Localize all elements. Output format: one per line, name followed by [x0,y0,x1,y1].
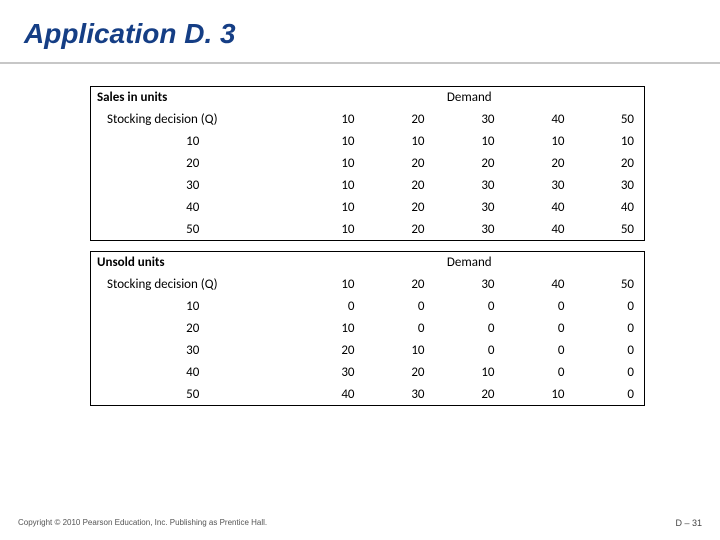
t2-ch-2: 30 [435,274,505,296]
t1-ch-1: 20 [365,109,435,131]
t1-c: 30 [435,197,505,219]
t1-corner-label: Sales in units [91,87,295,109]
table-row: 50 40 30 20 10 0 [91,384,645,406]
table-row: 40 30 20 10 0 0 [91,362,645,384]
t1-ch-4: 50 [575,109,645,131]
t2-corner-label: Unsold units [91,252,295,274]
t1-c: 20 [435,153,505,175]
table-row: 50 10 20 30 40 50 [91,219,645,241]
sales-table: Sales in units Demand Stocking decision … [90,86,645,241]
t2-c: 40 [295,384,365,406]
t2-c: 0 [575,318,645,340]
t1-c: 10 [435,131,505,153]
t1-rl-2: 30 [91,175,295,197]
t2-c: 20 [295,340,365,362]
t1-c: 10 [295,153,365,175]
content-area: Sales in units Demand Stocking decision … [0,64,720,406]
t2-c: 0 [575,384,645,406]
t2-c: 10 [505,384,575,406]
page-number: D – 31 [675,518,702,528]
t1-c: 10 [295,131,365,153]
t2-c: 0 [505,318,575,340]
t2-c: 0 [505,296,575,318]
t2-rl-0: 10 [91,296,295,318]
copyright-text: Copyright © 2010 Pearson Education, Inc.… [18,518,267,528]
t1-rl-0: 10 [91,131,295,153]
t1-row-header: Stocking decision (Q) [91,109,295,131]
t1-c: 40 [505,197,575,219]
t1-c: 10 [295,197,365,219]
t2-c: 10 [435,362,505,384]
t2-c: 0 [505,362,575,384]
t2-ch-1: 20 [365,274,435,296]
t2-rl-2: 30 [91,340,295,362]
t2-c: 20 [435,384,505,406]
t2-demand-span: Demand [295,252,645,274]
table-row: 10 10 10 10 10 10 [91,131,645,153]
t2-c: 10 [295,318,365,340]
t2-c: 0 [575,340,645,362]
t1-c: 10 [505,131,575,153]
t1-c: 30 [575,175,645,197]
t2-ch-0: 10 [295,274,365,296]
t1-c: 10 [295,175,365,197]
t1-ch-2: 30 [435,109,505,131]
t1-c: 20 [505,153,575,175]
t2-rl-1: 20 [91,318,295,340]
t2-c: 0 [435,340,505,362]
t2-c: 0 [435,318,505,340]
t1-ch-0: 10 [295,109,365,131]
t2-c: 0 [575,362,645,384]
table-row: 30 10 20 30 30 30 [91,175,645,197]
t1-c: 20 [365,153,435,175]
t1-rl-1: 20 [91,153,295,175]
t1-demand-span: Demand [295,87,645,109]
slide-title: Application D. 3 [0,0,720,58]
t2-c: 0 [575,296,645,318]
table-row: 40 10 20 30 40 40 [91,197,645,219]
t2-rl-4: 50 [91,384,295,406]
t1-c: 20 [365,197,435,219]
table-row: 20 10 20 20 20 20 [91,153,645,175]
t2-c: 0 [295,296,365,318]
t1-ch-3: 40 [505,109,575,131]
t2-c: 10 [365,340,435,362]
t2-c: 20 [365,362,435,384]
t1-c: 40 [505,219,575,241]
table-row: 30 20 10 0 0 0 [91,340,645,362]
t1-c: 50 [575,219,645,241]
table-row: 10 0 0 0 0 0 [91,296,645,318]
t1-rl-4: 50 [91,219,295,241]
t1-c: 20 [365,175,435,197]
table-row: 20 10 0 0 0 0 [91,318,645,340]
t1-c: 40 [575,197,645,219]
t2-ch-4: 50 [575,274,645,296]
t2-row-header: Stocking decision (Q) [91,274,295,296]
t1-c: 10 [575,131,645,153]
t2-ch-3: 40 [505,274,575,296]
t1-c: 30 [435,175,505,197]
t1-c: 10 [295,219,365,241]
t2-c: 30 [365,384,435,406]
footer: Copyright © 2010 Pearson Education, Inc.… [18,518,702,528]
t2-c: 30 [295,362,365,384]
t1-c: 20 [575,153,645,175]
t1-c: 10 [365,131,435,153]
t2-rl-3: 40 [91,362,295,384]
t1-c: 30 [505,175,575,197]
t2-c: 0 [365,296,435,318]
t1-c: 20 [365,219,435,241]
t2-c: 0 [435,296,505,318]
t1-c: 30 [435,219,505,241]
unsold-table: Unsold units Demand Stocking decision (Q… [90,251,645,406]
t1-rl-3: 40 [91,197,295,219]
t2-c: 0 [505,340,575,362]
t2-c: 0 [365,318,435,340]
